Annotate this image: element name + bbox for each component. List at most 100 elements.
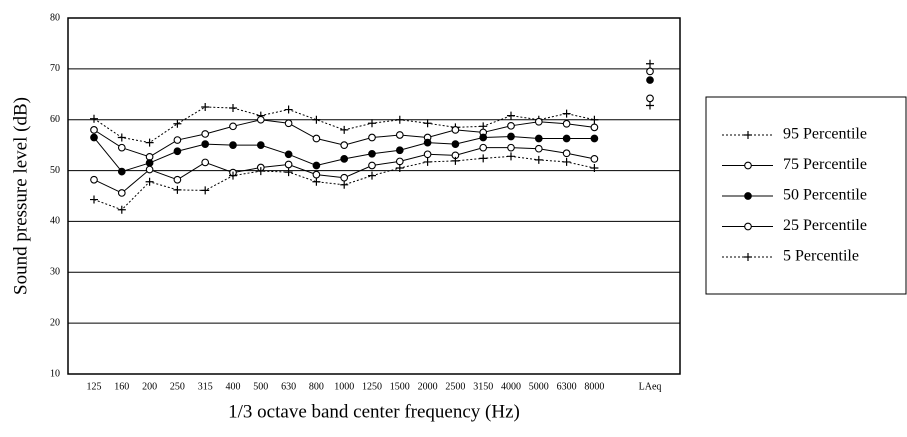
- marker: [256, 141, 265, 149]
- marker: [284, 168, 293, 177]
- marker: [256, 115, 265, 124]
- marker: [451, 140, 460, 148]
- marker: [229, 122, 237, 131]
- series-line: [94, 64, 650, 143]
- marker: [229, 171, 237, 180]
- legend-marker: [744, 192, 752, 200]
- marker: [507, 121, 515, 130]
- marker: [173, 185, 182, 194]
- marker: [646, 67, 654, 76]
- marker: [340, 141, 349, 149]
- marker: [117, 143, 126, 152]
- marker: [340, 173, 349, 182]
- marker: [562, 134, 571, 143]
- marker: [312, 115, 321, 124]
- marker: [395, 164, 404, 173]
- marker: [507, 143, 515, 152]
- marker: [479, 133, 488, 142]
- marker: [534, 134, 543, 143]
- y-tick-label: 10: [50, 368, 60, 379]
- marker: [562, 149, 571, 158]
- marker: [562, 119, 571, 128]
- x-tick-label: LAeq: [639, 381, 662, 392]
- marker: [340, 180, 349, 189]
- legend-box: [705, 96, 907, 295]
- x-tick-label: 315: [198, 381, 213, 392]
- marker: [590, 164, 599, 173]
- marker: [590, 155, 599, 163]
- marker: [201, 140, 210, 148]
- x-tick-label: 5000: [529, 381, 549, 392]
- marker: [590, 115, 599, 124]
- marker: [451, 156, 460, 165]
- marker: [562, 109, 571, 118]
- y-tick-label: 50: [50, 165, 60, 176]
- marker: [173, 136, 182, 144]
- x-tick-label: 6300: [557, 381, 577, 392]
- y-tick-label: 30: [50, 267, 60, 278]
- marker: [145, 165, 154, 174]
- marker: [590, 134, 599, 143]
- marker: [117, 133, 126, 142]
- x-tick-label: 8000: [584, 381, 604, 392]
- marker: [90, 114, 98, 123]
- marker: [534, 155, 543, 164]
- marker: [284, 160, 293, 169]
- marker: [395, 157, 404, 166]
- legend-marker: [744, 131, 752, 139]
- marker: [201, 186, 210, 195]
- x-tick-label: 160: [114, 381, 129, 392]
- x-tick-label: 630: [281, 381, 296, 392]
- legend-label: 75 Percentile: [783, 156, 867, 173]
- x-tick-label: 1250: [362, 381, 382, 392]
- x-tick-label: 200: [142, 381, 157, 392]
- y-tick-label: 20: [50, 317, 60, 328]
- y-tick-label: 60: [50, 114, 60, 125]
- x-tick-label: 3150: [473, 381, 493, 392]
- marker: [90, 133, 98, 142]
- y-tick-label: 80: [50, 12, 60, 23]
- x-tick-label: 2500: [445, 381, 465, 392]
- marker: [284, 105, 293, 114]
- marker: [229, 141, 237, 149]
- marker: [173, 175, 182, 184]
- marker: [368, 119, 376, 128]
- marker: [534, 144, 543, 153]
- marker: [340, 155, 349, 163]
- x-tick-label: 800: [309, 381, 324, 392]
- marker: [507, 132, 515, 141]
- marker: [90, 195, 98, 204]
- marker: [395, 146, 404, 155]
- marker: [312, 177, 321, 186]
- marker: [90, 126, 98, 134]
- marker: [507, 152, 515, 161]
- marker: [590, 123, 599, 132]
- x-tick-label: 2000: [418, 381, 438, 392]
- marker: [646, 76, 654, 84]
- marker: [423, 119, 432, 128]
- marker: [368, 133, 376, 142]
- marker: [145, 138, 154, 147]
- marker: [646, 101, 654, 110]
- marker: [284, 150, 293, 159]
- marker: [201, 103, 210, 111]
- y-tick-label: 70: [50, 63, 60, 74]
- legend-label: 50 Percentile: [783, 187, 867, 204]
- marker: [117, 205, 126, 214]
- legend-marker: [744, 222, 752, 231]
- marker: [90, 175, 98, 184]
- x-tick-label: 250: [170, 381, 185, 392]
- marker: [229, 104, 237, 113]
- legend-label: 5 Percentile: [783, 248, 859, 265]
- marker: [395, 115, 404, 124]
- marker: [340, 125, 349, 134]
- x-tick-label: 125: [87, 381, 102, 392]
- marker: [312, 170, 321, 179]
- legend-label: 25 Percentile: [783, 217, 867, 234]
- marker: [312, 134, 321, 143]
- marker: [256, 167, 265, 176]
- marker: [368, 149, 376, 158]
- legend-marker: [744, 161, 752, 170]
- marker: [173, 147, 182, 156]
- marker: [284, 119, 293, 128]
